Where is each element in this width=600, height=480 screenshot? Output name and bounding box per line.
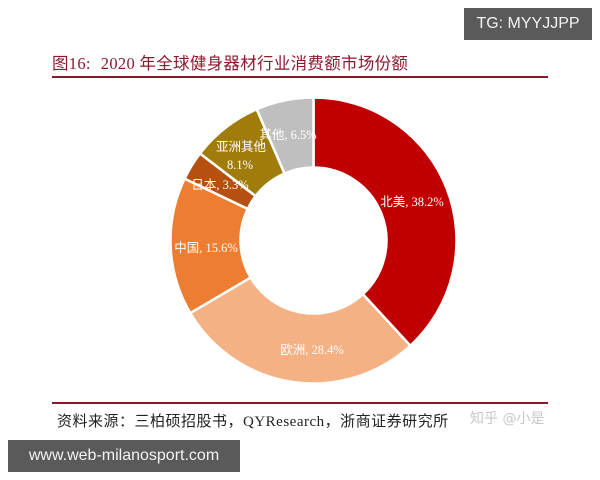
chart-title: 图16: 2020 年全球健身器材行业消费额市场份额 <box>52 50 408 74</box>
slice-europe <box>188 275 413 385</box>
label-asia-other-name: 亚洲其他 <box>216 140 267 154</box>
label-asia-other-value: 8.1% <box>227 158 253 172</box>
slice-north-america <box>312 96 458 348</box>
faint-watermark: 知乎 @小是 <box>470 411 545 427</box>
source-divider <box>52 402 548 404</box>
watermark-text-top: TG: MYYJJPP <box>476 15 580 32</box>
watermark-text-bottom: www.web-milanosport.com <box>28 447 220 464</box>
donut-slices <box>169 96 458 385</box>
slice-other <box>255 96 315 176</box>
source-note: 资料来源：三柏硕招股书，QYResearch，浙商证券研究所 <box>57 414 449 430</box>
label-japan: 日本, 3.3% <box>191 178 248 192</box>
label-europe: 欧洲, 28.4% <box>280 343 344 357</box>
slice-labels: 北美, 38.2% 欧洲, 28.4% 中国, 15.6% 日本, 3.3% 亚… <box>174 128 444 357</box>
label-china: 中国, 15.6% <box>174 240 238 255</box>
figure-title: 2020 年全球健身器材行业消费额市场份额 <box>100 54 409 73</box>
label-north-america: 北美, 38.2% <box>380 195 444 209</box>
label-other: 其他, 6.5% <box>259 128 316 142</box>
figure-number: 图16: <box>52 54 91 73</box>
watermark-badge-top: TG: MYYJJPP <box>464 8 592 40</box>
title-divider <box>52 76 548 78</box>
watermark-badge-bottom: www.web-milanosport.com <box>8 440 240 472</box>
